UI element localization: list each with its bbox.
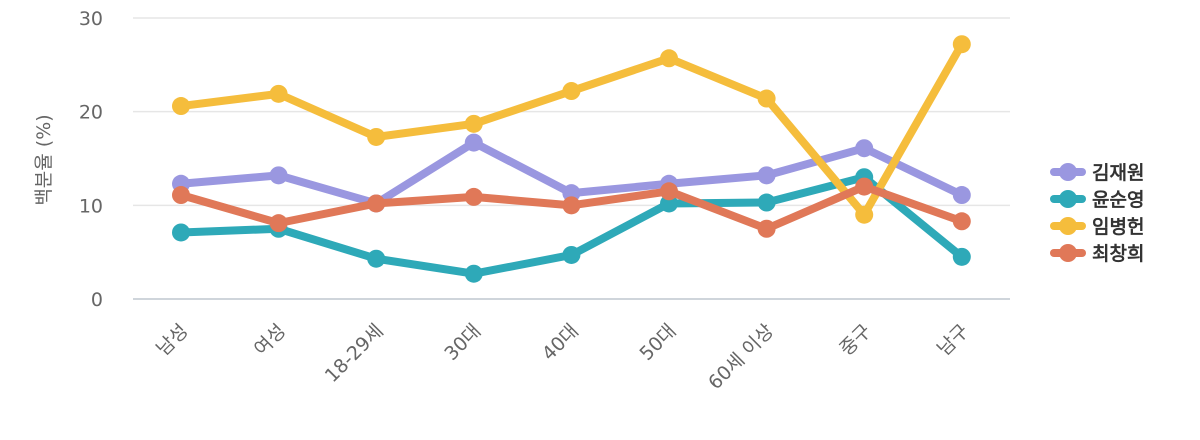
y-tick-labels: 0 10 20 30	[79, 8, 103, 311]
data-point[interactable]	[562, 196, 581, 215]
data-point[interactable]	[269, 166, 288, 185]
x-tick-label: 50대	[636, 320, 681, 365]
grid-layer	[133, 17, 1010, 300]
data-point[interactable]	[757, 89, 776, 108]
data-point[interactable]	[367, 194, 386, 213]
data-point[interactable]	[367, 127, 386, 146]
x-tick-label: 남성	[152, 320, 192, 360]
data-point[interactable]	[367, 249, 386, 268]
data-point[interactable]	[464, 264, 483, 283]
legend-item[interactable]: 윤순영	[1050, 189, 1144, 211]
x-tick-label: 18-29세	[321, 320, 388, 387]
legend-label: 윤순영	[1092, 189, 1144, 211]
data-point[interactable]	[757, 166, 776, 185]
data-point[interactable]	[855, 139, 874, 158]
legend-label: 임병헌	[1092, 216, 1144, 238]
data-point[interactable]	[855, 177, 874, 196]
data-point[interactable]	[952, 186, 971, 205]
x-tick-label: 40대	[538, 320, 583, 365]
data-point[interactable]	[660, 182, 678, 201]
data-point[interactable]	[172, 97, 190, 116]
data-point[interactable]	[757, 193, 776, 212]
y-tick-label: 20	[79, 102, 103, 124]
data-point[interactable]	[269, 214, 288, 233]
data-point[interactable]	[464, 133, 483, 152]
legend-marker	[1059, 244, 1077, 262]
series-layer	[172, 35, 971, 283]
x-tick-label: 여성	[250, 320, 290, 360]
data-point[interactable]	[757, 219, 776, 238]
x-tick-label: 남구	[933, 320, 973, 360]
data-point[interactable]	[952, 35, 971, 54]
y-tick-label: 30	[79, 8, 103, 30]
data-point[interactable]	[464, 114, 483, 133]
data-point[interactable]	[562, 82, 581, 101]
data-point[interactable]	[269, 84, 288, 103]
y-axis-label: 백분율 (%)	[33, 114, 55, 205]
data-point[interactable]	[172, 186, 190, 205]
data-point[interactable]	[562, 245, 581, 264]
data-point[interactable]	[172, 223, 190, 242]
legend-label: 최창희	[1092, 243, 1144, 265]
series-4	[172, 177, 971, 238]
x-tick-label: 중구	[835, 320, 875, 360]
x-tick-labels: 남성 여성 18-29세 30대 40대 50대 60세 이상 중구 남구	[152, 320, 973, 394]
legend-marker	[1059, 190, 1077, 208]
legend-item[interactable]: 최창희	[1050, 243, 1144, 265]
x-tick-label: 60세 이상	[704, 320, 778, 394]
data-point[interactable]	[952, 247, 971, 266]
data-point[interactable]	[855, 205, 874, 224]
data-point[interactable]	[660, 49, 678, 68]
data-point[interactable]	[952, 212, 971, 231]
legend-label: 김재원	[1092, 162, 1144, 184]
legend-marker	[1059, 163, 1077, 181]
y-tick-label: 0	[91, 289, 103, 311]
series-3	[172, 35, 971, 224]
legend-marker	[1059, 217, 1077, 235]
legend-item[interactable]: 김재원	[1050, 162, 1144, 184]
x-tick-label: 30대	[440, 320, 485, 365]
data-point[interactable]	[464, 187, 483, 206]
y-tick-label: 10	[79, 195, 103, 217]
legend-item[interactable]: 임병헌	[1050, 216, 1144, 238]
